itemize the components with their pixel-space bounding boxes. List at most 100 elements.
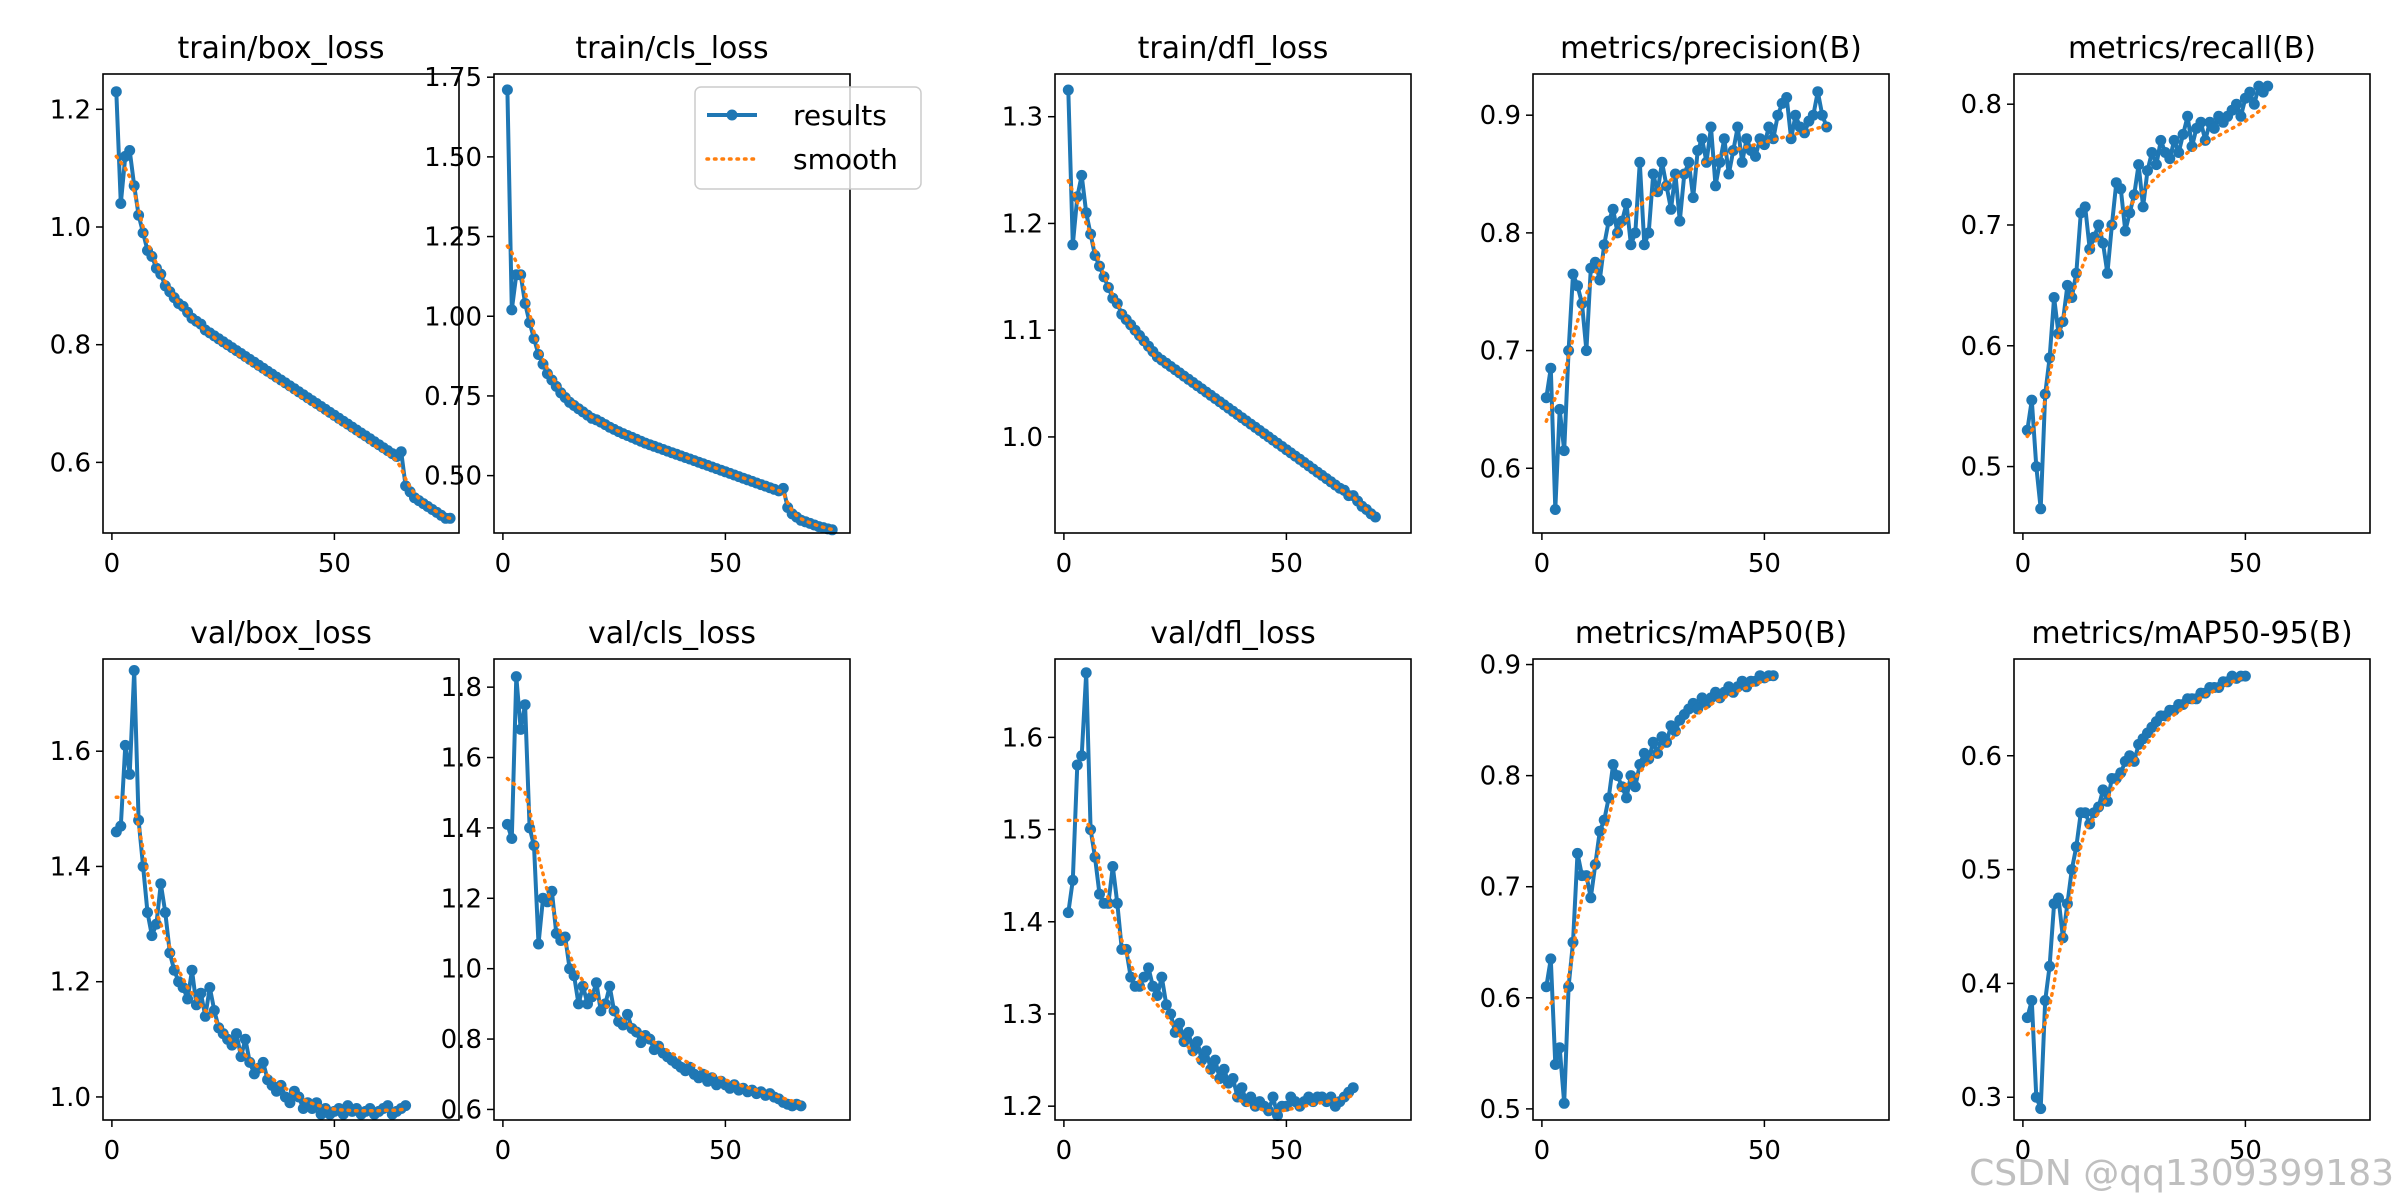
results-point xyxy=(1723,168,1735,180)
y-tick-label: 0.8 xyxy=(50,331,91,361)
results-point xyxy=(506,833,518,844)
results-point xyxy=(1540,981,1552,993)
results-point xyxy=(1191,1036,1203,1048)
y-tick-label: 1.4 xyxy=(441,814,482,844)
y-tick-label: 1.2 xyxy=(1002,1092,1043,1122)
y-tick-label: 1.50 xyxy=(424,143,482,173)
smooth-line xyxy=(505,244,834,532)
results-point xyxy=(1062,84,1074,96)
chart-panel-10: metrics/mAP50-95(B) 0 50 0.3 0.4 0.5 0.6 xyxy=(1961,616,2371,1166)
results-point xyxy=(604,980,616,992)
chart-panel-5: metrics/recall(B) 0 50 0.5 0.6 0.7 0.8 xyxy=(1961,31,2371,579)
smooth-line xyxy=(2025,102,2270,439)
results-point xyxy=(2262,80,2274,92)
results-point xyxy=(1567,268,1579,280)
results-point xyxy=(1111,897,1123,909)
axes-frame xyxy=(102,73,460,534)
results-point xyxy=(1629,227,1641,239)
results-point xyxy=(124,768,136,780)
results-point xyxy=(1160,999,1172,1011)
results-point xyxy=(1687,192,1699,204)
results-point xyxy=(1545,953,1557,965)
results-point xyxy=(2061,279,2073,291)
results-point xyxy=(177,982,189,993)
results-point xyxy=(1634,156,1646,168)
results-point xyxy=(2244,86,2256,98)
results-point xyxy=(2164,153,2176,165)
results-point xyxy=(2208,122,2220,134)
legend-box xyxy=(694,86,922,190)
axes-frame xyxy=(1054,658,1412,1121)
axes-frame xyxy=(102,658,460,1121)
results-point xyxy=(2101,795,2113,807)
panel-title: metrics/mAP50-95(B) xyxy=(2031,616,2352,651)
results-point xyxy=(2235,110,2247,122)
results-point xyxy=(1674,215,1686,227)
results-point xyxy=(1710,180,1721,192)
results-point xyxy=(1598,239,1610,251)
results-point xyxy=(1714,156,1726,168)
results-point xyxy=(1554,1042,1566,1054)
x-tick-label: 0 xyxy=(1534,1136,1551,1166)
results-point xyxy=(1094,888,1105,900)
y-tick-label: 1.6 xyxy=(50,737,91,767)
results-point xyxy=(284,1097,296,1109)
results-point xyxy=(150,918,162,930)
y-tick-label: 0.6 xyxy=(1961,332,2002,362)
x-tick-label: 50 xyxy=(709,1136,742,1166)
results-point xyxy=(2021,424,2033,436)
results-point xyxy=(231,1028,242,1040)
chart-panel-3: train/dfl_loss 0 50 1.0 1.1 1.2 1.3 xyxy=(1002,31,1412,579)
x-tick-label: 50 xyxy=(318,1136,351,1166)
results-point xyxy=(2079,807,2091,819)
y-tick-label: 1.75 xyxy=(424,63,482,93)
results-point xyxy=(1580,345,1592,357)
y-tick-label: 0.6 xyxy=(1480,984,1521,1014)
results-point xyxy=(501,818,513,830)
results-point xyxy=(1545,362,1557,374)
results-point xyxy=(1741,133,1753,145)
results-point xyxy=(115,198,127,209)
results-point xyxy=(1732,121,1744,133)
y-tick-label: 0.9 xyxy=(1480,101,1521,131)
results-point xyxy=(1143,962,1154,974)
y-tick-label: 1.8 xyxy=(441,673,482,703)
results-point xyxy=(2044,960,2056,972)
results-point xyxy=(182,993,194,1005)
panel-title: val/box_loss xyxy=(190,616,372,651)
results-point xyxy=(186,964,198,976)
x-tick-label: 0 xyxy=(495,549,512,579)
results-point xyxy=(586,991,598,1003)
results-point xyxy=(226,1039,238,1051)
results-point xyxy=(128,665,140,676)
results-point xyxy=(2177,128,2189,140)
results-point xyxy=(1196,1054,1208,1066)
y-tick-label: 1.5 xyxy=(1002,816,1043,846)
results-line xyxy=(114,668,407,1117)
y-tick-label: 0.5 xyxy=(1961,856,2002,886)
panel-title: metrics/precision(B) xyxy=(1560,31,1862,66)
results-point xyxy=(2150,159,2162,171)
y-tick-label: 0.5 xyxy=(1480,1095,1521,1125)
results-point xyxy=(1572,847,1583,859)
legend-results-label: results xyxy=(793,99,887,132)
results-point xyxy=(1200,1045,1212,1057)
axes-frame xyxy=(1054,73,1412,534)
chart-panel-8: val/dfl_loss 0 50 1.2 1.3 1.4 1.5 1.6 xyxy=(1002,616,1412,1166)
x-tick-label: 0 xyxy=(104,1136,121,1166)
results-point xyxy=(2146,147,2158,158)
y-tick-label: 1.2 xyxy=(50,95,91,125)
results-point xyxy=(510,671,522,683)
y-tick-label: 1.2 xyxy=(1002,209,1043,239)
results-point xyxy=(1076,169,1088,181)
results-point xyxy=(506,304,518,316)
results-point xyxy=(1209,1054,1221,1066)
results-point xyxy=(1718,133,1730,145)
results-point xyxy=(1236,1082,1248,1094)
y-tick-label: 0.8 xyxy=(1961,90,2002,120)
results-point xyxy=(110,86,122,98)
results-point xyxy=(1174,1017,1186,1029)
results-point xyxy=(2097,784,2109,796)
results-point xyxy=(2239,670,2251,682)
results-point xyxy=(1062,907,1074,919)
